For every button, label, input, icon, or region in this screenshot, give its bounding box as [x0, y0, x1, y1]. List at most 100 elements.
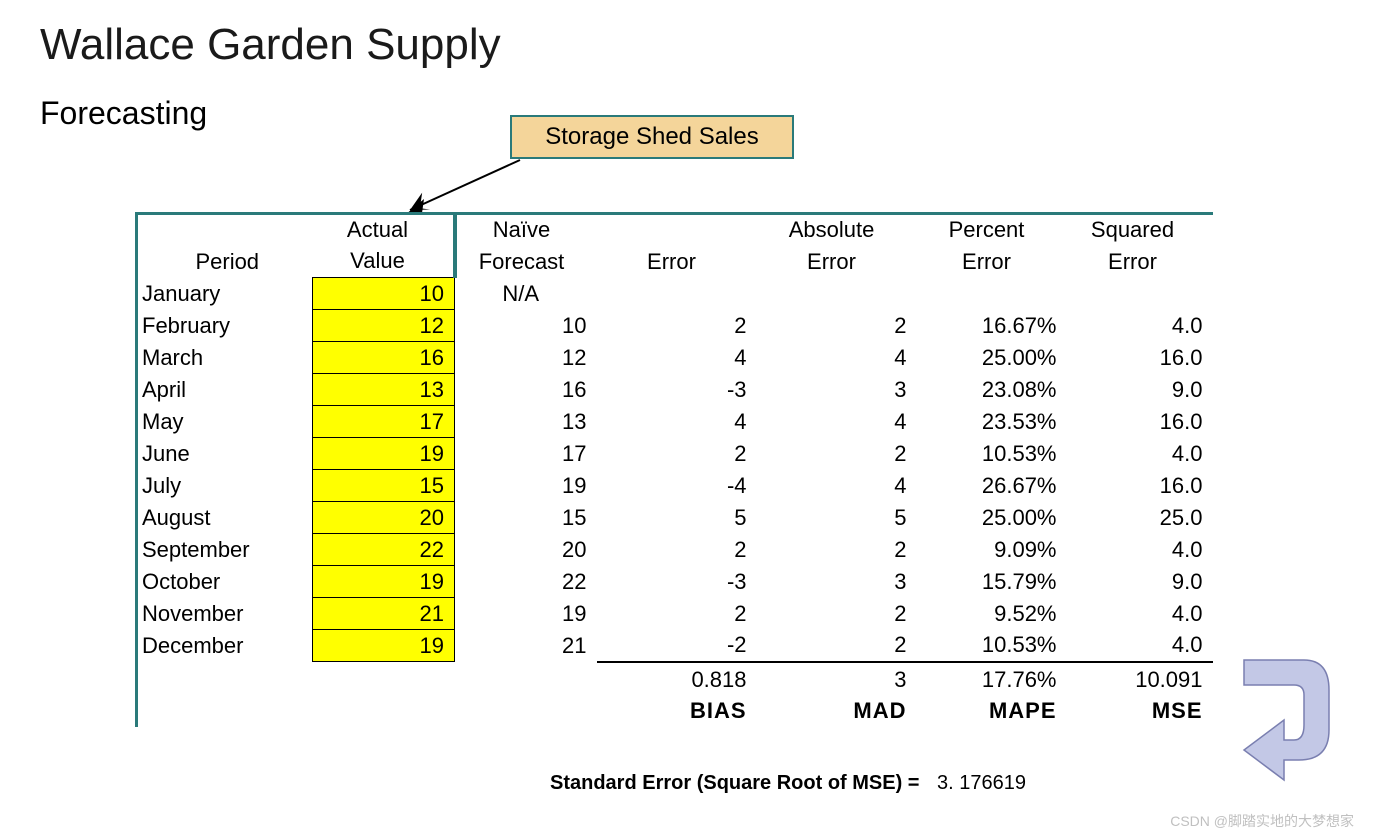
cell-error: -3 — [597, 374, 757, 406]
hdr-error: Error — [597, 246, 757, 278]
cell-error: 4 — [597, 342, 757, 374]
hdr-abs-1: Absolute — [757, 215, 917, 246]
cell-sq-error: 4.0 — [1063, 534, 1213, 566]
cell-error: 5 — [597, 502, 757, 534]
cell-error — [597, 278, 757, 310]
cell-pct-error — [917, 278, 1063, 310]
hdr-naive-2: Forecast — [455, 246, 597, 278]
cell-error: 2 — [597, 310, 757, 342]
subtitle: Forecasting — [40, 95, 207, 132]
callout-label: Storage Shed Sales — [545, 123, 758, 151]
cell-period: June — [138, 438, 313, 470]
cell-period: February — [138, 310, 313, 342]
summary-blank1 — [138, 662, 313, 696]
summary-values-row: 0.818 3 17.76% 10.091 — [138, 662, 1213, 696]
summary-mape-val: 17.76% — [917, 662, 1063, 696]
summary-mad-lbl: MAD — [757, 696, 917, 727]
cell-actual: 20 — [313, 502, 455, 534]
hdr-abs-2: Error — [757, 246, 917, 278]
hdr-pct-1: Percent — [917, 215, 1063, 246]
hdr-naive-1: Naïve — [455, 215, 597, 246]
summary-lbl-blank2 — [313, 696, 455, 727]
summary-mse-val: 10.091 — [1063, 662, 1213, 696]
cell-sq-error: 4.0 — [1063, 630, 1213, 662]
hdr-error-blank — [597, 215, 757, 246]
cell-actual: 12 — [313, 310, 455, 342]
cell-forecast: 16 — [455, 374, 597, 406]
cell-period: September — [138, 534, 313, 566]
cell-sq-error: 4.0 — [1063, 598, 1213, 630]
summary-blank2 — [313, 662, 455, 696]
cell-sq-error: 16.0 — [1063, 406, 1213, 438]
summary-bias-val: 0.818 — [597, 662, 757, 696]
cell-pct-error: 25.00% — [917, 502, 1063, 534]
cell-actual: 19 — [313, 630, 455, 662]
cell-forecast: 20 — [455, 534, 597, 566]
cell-error: -2 — [597, 630, 757, 662]
cell-pct-error: 25.00% — [917, 342, 1063, 374]
cell-abs-error: 2 — [757, 310, 917, 342]
summary-lbl-blank3 — [455, 696, 597, 727]
hdr-sq-2: Error — [1063, 246, 1213, 278]
cell-forecast: 15 — [455, 502, 597, 534]
cell-sq-error: 9.0 — [1063, 374, 1213, 406]
cell-forecast: N/A — [455, 278, 597, 310]
table-row: April1316-3323.08%9.0 — [138, 374, 1213, 406]
hdr-period-blank — [138, 215, 313, 246]
cell-error: -3 — [597, 566, 757, 598]
cell-forecast: 19 — [455, 470, 597, 502]
cell-sq-error: 16.0 — [1063, 470, 1213, 502]
forecast-table-wrap: Actual Naïve Absolute Percent Squared Pe… — [135, 212, 1213, 727]
table-row: October1922-3315.79%9.0 — [138, 566, 1213, 598]
cell-sq-error: 4.0 — [1063, 438, 1213, 470]
cell-abs-error: 4 — [757, 342, 917, 374]
cell-abs-error: 2 — [757, 534, 917, 566]
cell-error: 2 — [597, 598, 757, 630]
summary-mad-val: 3 — [757, 662, 917, 696]
table-row: May17134423.53%16.0 — [138, 406, 1213, 438]
cell-period: January — [138, 278, 313, 310]
table-row: March16124425.00%16.0 — [138, 342, 1213, 374]
cell-period: March — [138, 342, 313, 374]
cell-period: July — [138, 470, 313, 502]
cell-pct-error: 23.53% — [917, 406, 1063, 438]
table-row: September2220229.09%4.0 — [138, 534, 1213, 566]
cell-abs-error: 2 — [757, 630, 917, 662]
cell-pct-error: 10.53% — [917, 630, 1063, 662]
cell-pct-error: 9.52% — [917, 598, 1063, 630]
cell-period: May — [138, 406, 313, 438]
header-row-1: Actual Naïve Absolute Percent Squared — [138, 215, 1213, 246]
cell-pct-error: 15.79% — [917, 566, 1063, 598]
table-row: June19172210.53%4.0 — [138, 438, 1213, 470]
cell-period: October — [138, 566, 313, 598]
cell-error: 4 — [597, 406, 757, 438]
cell-sq-error: 9.0 — [1063, 566, 1213, 598]
summary-mse-lbl: MSE — [1063, 696, 1213, 727]
cell-sq-error: 16.0 — [1063, 342, 1213, 374]
cell-actual: 19 — [313, 438, 455, 470]
summary-lbl-blank1 — [138, 696, 313, 727]
cell-forecast: 12 — [455, 342, 597, 374]
table-row: August20155525.00%25.0 — [138, 502, 1213, 534]
cell-period: August — [138, 502, 313, 534]
cell-period: December — [138, 630, 313, 662]
hdr-sq-1: Squared — [1063, 215, 1213, 246]
table-row: January10N/A — [138, 278, 1213, 310]
cell-abs-error: 2 — [757, 598, 917, 630]
summary-mape-lbl: MAPE — [917, 696, 1063, 727]
summary-bias-lbl: BIAS — [597, 696, 757, 727]
hdr-actual-1: Actual — [313, 215, 455, 246]
watermark: CSDN @脚踏实地的大梦想家 — [1170, 811, 1354, 831]
standard-error: Standard Error (Square Root of MSE) = 3.… — [550, 772, 1026, 795]
cell-pct-error: 16.67% — [917, 310, 1063, 342]
cell-actual: 21 — [313, 598, 455, 630]
stderr-label: Standard Error (Square Root of MSE) = — [550, 772, 919, 794]
cell-period: April — [138, 374, 313, 406]
cell-forecast: 17 — [455, 438, 597, 470]
cell-pct-error: 10.53% — [917, 438, 1063, 470]
callout-storage-shed-sales: Storage Shed Sales — [510, 115, 794, 159]
cell-forecast: 19 — [455, 598, 597, 630]
cell-actual: 16 — [313, 342, 455, 374]
table-row: December1921-2210.53%4.0 — [138, 630, 1213, 662]
summary-blank3 — [455, 662, 597, 696]
